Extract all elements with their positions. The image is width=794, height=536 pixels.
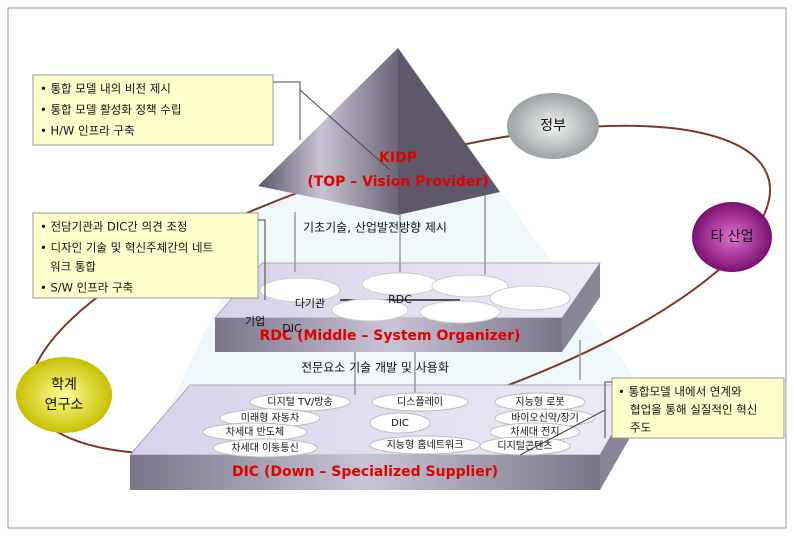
item-label: 차세대 이동통신 [231, 442, 299, 454]
pyramid-right [398, 48, 500, 215]
item-label: 차세대 전지 [510, 426, 559, 438]
nodes [259, 272, 571, 324]
box-text: • 통합 모델 활성화 정책 수립 [40, 103, 181, 117]
node-label: 다기관 [295, 297, 325, 310]
item-label: 디지털 TV/방송 [267, 396, 333, 408]
middle-front [215, 318, 562, 352]
item-ellipses [202, 392, 596, 458]
flow-label: 전문요소 기술 개발 및 사용화 [301, 361, 449, 375]
bottom-front [130, 455, 600, 490]
box-text: 워크 통합 [50, 260, 96, 274]
box-text: 협업을 통해 실질적인 혁신 [630, 403, 757, 417]
actor-label: 정부 [540, 118, 566, 134]
item-label: 지능형 홈네트워크 [387, 438, 464, 451]
government-oval [507, 93, 599, 159]
actor-label: 타 산업 [710, 229, 753, 245]
box-bracket [258, 219, 266, 300]
box [611, 377, 785, 439]
arrows [294, 195, 581, 395]
item-label: 디지털콘텐츠 [497, 440, 552, 452]
box [32, 74, 274, 146]
industry-oval [692, 202, 772, 272]
item-label: 지능형 로봇 [515, 396, 564, 408]
middle-side [562, 263, 600, 352]
box [32, 212, 259, 299]
actor-label: 학계 [51, 377, 77, 393]
level-title: DIC (Down – Specialized Supplier) [232, 464, 498, 480]
box-text: • H/W 인프라 구축 [40, 124, 135, 138]
academia-oval [16, 357, 112, 433]
callout [519, 409, 606, 456]
box-text: 주도 [630, 421, 651, 435]
pyramid-left [258, 48, 398, 215]
level-title: (TOP – Vision Provider) [307, 174, 488, 190]
flow-label: 기초기술, 산업발전방향 제시 [303, 221, 447, 235]
box-text: • 전담기관과 DIC간 의견 조정 [40, 220, 187, 234]
item-label: 차세대 반도체 [226, 426, 284, 438]
level-title: KIDP [379, 150, 417, 166]
box-text: • 디자인 기술 및 혁신주체간의 네트 [40, 241, 213, 255]
item-label: 미래형 자동차 [241, 412, 299, 424]
item-label: 디스플레이 [397, 396, 443, 408]
frame [7, 7, 787, 529]
item-label: DIC [391, 418, 409, 429]
box-text: • 통합 모델 내의 비전 제시 [40, 82, 171, 96]
level-title: RDC (Middle – System Organizer) [260, 328, 521, 344]
node-label: RDC [388, 293, 412, 306]
node-label: DIC [282, 322, 302, 335]
box-text: • S/W 인프라 구축 [40, 281, 133, 295]
box-text: • 통합모델 내에서 연계와 [618, 385, 742, 399]
box-bracket [273, 81, 301, 140]
item-label: 바이오신약/장기 [511, 412, 579, 424]
box-bracket [604, 381, 612, 438]
callout [299, 89, 391, 171]
actor-label: 연구소 [45, 397, 84, 413]
node-label: 기업 [245, 315, 265, 328]
